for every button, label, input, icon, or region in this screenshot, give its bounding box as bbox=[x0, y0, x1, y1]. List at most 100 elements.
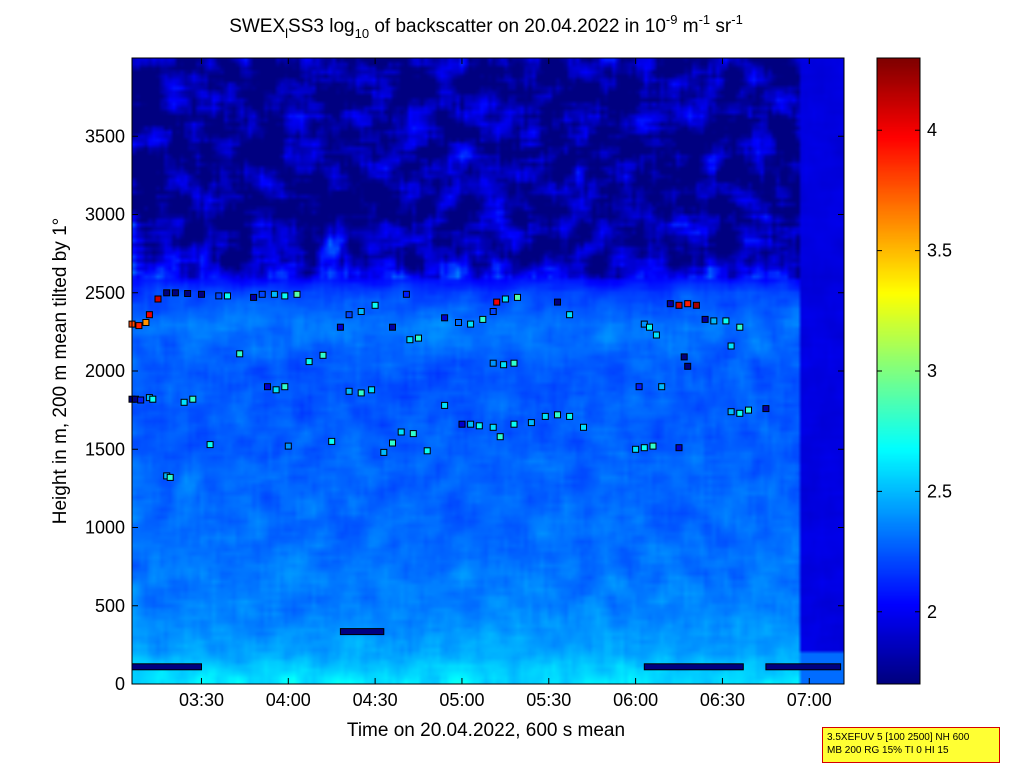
layer-point-31 bbox=[305, 358, 313, 366]
layer-point-88 bbox=[684, 362, 692, 370]
x-axis-ticks: 03:30 04:00 04:30 05:00 05:30 06:00 06:30 07:00 bbox=[179, 58, 832, 710]
bl-segment-1 bbox=[339, 628, 385, 636]
layer-point-91 bbox=[710, 317, 718, 325]
layer-point-72 bbox=[580, 423, 587, 431]
layer-point-16 bbox=[180, 398, 188, 406]
layer-point-26 bbox=[293, 290, 301, 298]
x-tick-label-1: 04:00 bbox=[266, 690, 311, 710]
colorbar-gradient bbox=[877, 58, 920, 684]
layer-point-25 bbox=[281, 292, 289, 300]
layer-point-62 bbox=[489, 423, 497, 431]
y-tick-label-0: 0 bbox=[115, 674, 125, 694]
layer-point-17 bbox=[189, 395, 197, 403]
layer-point-23 bbox=[258, 290, 266, 298]
layer-point-83 bbox=[666, 300, 674, 308]
layer-point-96 bbox=[736, 409, 744, 417]
layer-point-93 bbox=[727, 342, 735, 350]
layer-point-28 bbox=[272, 386, 280, 394]
x-tick-label-0: 03:30 bbox=[179, 690, 224, 710]
layer-point-8 bbox=[145, 311, 153, 319]
layer-point-73 bbox=[554, 298, 561, 306]
y-tick-label-7: 3500 bbox=[85, 126, 125, 146]
layer-point-12 bbox=[184, 290, 192, 297]
layer-point-34 bbox=[345, 311, 353, 319]
layer-point-10 bbox=[163, 289, 171, 297]
layer-point-79 bbox=[658, 383, 666, 391]
layer-point-74 bbox=[566, 311, 574, 319]
layer-point-44 bbox=[328, 437, 336, 445]
layer-point-49 bbox=[423, 447, 431, 455]
colorbar-ticks: 2 2.5 3 3.5 4 bbox=[877, 120, 952, 622]
y-tick-label-2: 1000 bbox=[85, 518, 125, 538]
layer-point-43 bbox=[368, 386, 376, 394]
layer-point-19 bbox=[166, 473, 174, 481]
layer-point-63 bbox=[496, 433, 504, 441]
layer-point-92 bbox=[722, 317, 730, 325]
bl-segment-2 bbox=[643, 663, 744, 671]
layer-point-2 bbox=[137, 396, 145, 404]
layer-point-87 bbox=[680, 353, 688, 361]
layer-point-13 bbox=[198, 290, 205, 298]
layer-point-85 bbox=[684, 300, 692, 308]
layer-point-57 bbox=[501, 295, 509, 303]
layer-point-47 bbox=[397, 428, 405, 436]
colorbar: 2 2.5 3 3.5 4 bbox=[876, 57, 952, 685]
colorbar-tick-label-0: 2 bbox=[927, 602, 937, 622]
layer-point-95 bbox=[727, 408, 735, 416]
layer-point-40 bbox=[415, 334, 422, 342]
y-tick-label-5: 2500 bbox=[85, 283, 125, 303]
layer-point-39 bbox=[406, 336, 414, 344]
y-tick-label-3: 1500 bbox=[85, 439, 125, 459]
backscatter-heatmap bbox=[132, 58, 844, 684]
layer-point-45 bbox=[380, 448, 388, 456]
y-tick-label-4: 2000 bbox=[85, 361, 125, 381]
layer-point-35 bbox=[357, 308, 365, 315]
layer-point-20 bbox=[206, 441, 214, 449]
layer-point-36 bbox=[371, 301, 379, 309]
layer-point-84 bbox=[675, 301, 683, 309]
layer-point-89 bbox=[675, 444, 683, 452]
layer-point-58 bbox=[514, 293, 521, 301]
processing-info-box: 3.5XEFUV 5 [100 2500] NH 600 MB 200 RG 1… bbox=[822, 727, 1000, 763]
layer-point-77 bbox=[652, 331, 660, 339]
layer-point-65 bbox=[527, 419, 535, 427]
layer-point-29 bbox=[281, 383, 289, 391]
layer-point-30 bbox=[284, 442, 292, 450]
y-tick-label-1: 500 bbox=[95, 596, 125, 616]
layer-point-7 bbox=[142, 319, 150, 326]
layer-point-38 bbox=[402, 290, 410, 298]
x-tick-label-2: 04:30 bbox=[353, 690, 398, 710]
layer-point-41 bbox=[345, 387, 353, 395]
layer-point-15 bbox=[224, 292, 231, 300]
layer-point-37 bbox=[389, 323, 396, 331]
y-tick-label-6: 3000 bbox=[85, 205, 125, 225]
layer-point-11 bbox=[171, 289, 179, 297]
layer-point-59 bbox=[458, 420, 466, 428]
layer-point-71 bbox=[566, 412, 574, 420]
layer-point-97 bbox=[745, 406, 752, 414]
y-axis-label: Height in m, 200 m mean tilted by 1° bbox=[50, 218, 71, 524]
layer-point-33 bbox=[336, 323, 344, 331]
layer-point-80 bbox=[632, 445, 640, 453]
layer-point-90 bbox=[701, 315, 709, 323]
layer-point-4 bbox=[149, 395, 157, 403]
layer-point-42 bbox=[357, 389, 365, 397]
boundary-layer-marks bbox=[131, 628, 842, 671]
layer-point-50 bbox=[441, 401, 449, 409]
layer-point-55 bbox=[489, 308, 497, 315]
x-tick-label-5: 06:00 bbox=[613, 690, 658, 710]
cloud-layer-points bbox=[128, 289, 770, 481]
x-tick-label-3: 05:00 bbox=[439, 690, 484, 710]
layer-point-27 bbox=[264, 383, 271, 391]
x-tick-label-7: 07:00 bbox=[787, 690, 832, 710]
layer-point-51 bbox=[441, 314, 449, 322]
layer-point-81 bbox=[640, 444, 648, 452]
x-axis-label: Time on 20.04.2022, 600 s mean bbox=[347, 720, 625, 741]
layer-point-32 bbox=[319, 351, 327, 359]
layer-point-69 bbox=[541, 412, 549, 420]
layer-point-48 bbox=[409, 430, 417, 438]
layer-point-66 bbox=[489, 359, 497, 367]
layer-point-53 bbox=[467, 320, 475, 328]
layer-point-98 bbox=[762, 405, 770, 413]
